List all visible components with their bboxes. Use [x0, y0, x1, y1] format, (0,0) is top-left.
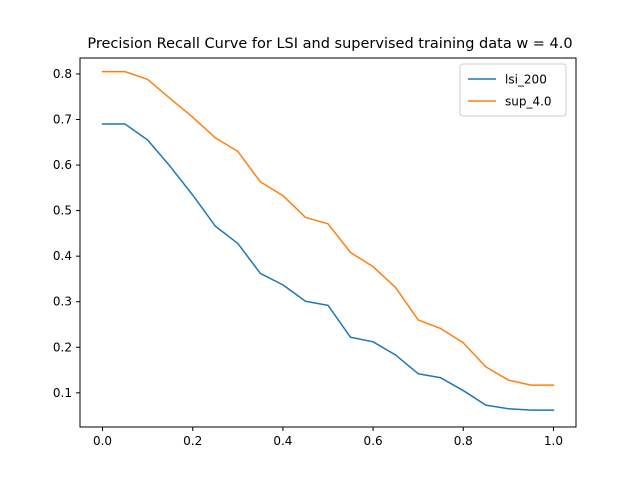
- x-tick-label: 0.8: [454, 434, 473, 448]
- legend-box: [459, 63, 567, 117]
- chart-title: Precision Recall Curve for LSI and super…: [87, 36, 572, 52]
- y-tick-label: 0.5: [53, 204, 72, 218]
- series-line-lsi-200: [101, 123, 555, 411]
- x-tick-label: 1.0: [544, 434, 563, 448]
- y-tick-label: 0.8: [53, 67, 72, 81]
- x-tick-label: 0.2: [183, 434, 202, 448]
- plot-frame: [79, 57, 577, 428]
- series-line-sup-4-0: [101, 70, 555, 386]
- x-tick-label: 0.0: [93, 434, 112, 448]
- y-tick-label: 0.6: [53, 158, 72, 172]
- legend-label: lsi_200: [505, 73, 547, 87]
- legend-label: sup_4.0: [505, 95, 552, 109]
- y-tick-label: 0.3: [53, 295, 72, 309]
- y-tick-label: 0.1: [53, 386, 72, 400]
- y-tick-label: 0.4: [53, 249, 72, 263]
- x-tick-label: 0.6: [364, 434, 383, 448]
- y-tick-label: 0.2: [53, 340, 72, 354]
- y-tick-label: 0.7: [53, 113, 72, 127]
- x-tick-label: 0.4: [273, 434, 292, 448]
